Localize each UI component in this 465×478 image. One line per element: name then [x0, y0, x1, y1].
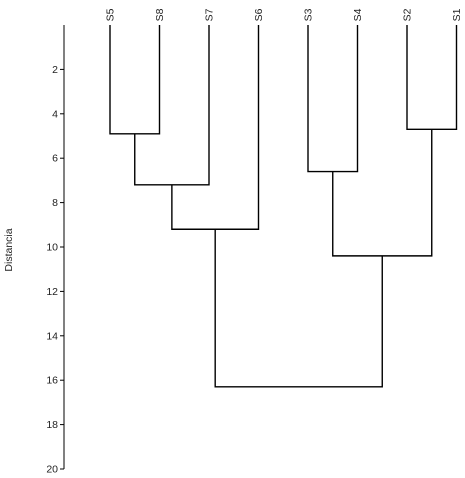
y-axis-title: Distancia [3, 228, 15, 271]
merge-link-4 [307, 25, 359, 173]
merge-link-1 [109, 25, 161, 135]
y-tick-label: 20 [46, 464, 58, 476]
leaf-label-s6: S6 [253, 8, 265, 21]
merge-link-6 [332, 129, 433, 257]
leaf-label-s7: S7 [204, 8, 216, 21]
leaf-label-s4: S4 [352, 8, 364, 21]
y-axis: 2 4 6 8 10 12 14 16 18 20 [46, 25, 65, 476]
y-tick-label: 2 [52, 64, 58, 76]
leaf-label-s3: S3 [303, 8, 315, 21]
merge-link-7 [214, 229, 383, 388]
y-tick-label: 4 [52, 108, 58, 120]
y-tick-label: 14 [46, 330, 58, 342]
y-tick-label: 6 [52, 153, 58, 165]
leaf-labels: S5 S8 S7 S6 S3 S4 S2 S1 [105, 8, 464, 21]
leaf-label-s2: S2 [402, 8, 414, 21]
leaf-label-s1: S1 [451, 8, 463, 21]
y-tick-label: 8 [52, 197, 58, 209]
leaf-label-s8: S8 [154, 8, 166, 21]
y-tick-label: 18 [46, 419, 58, 431]
dendrogram-links [109, 25, 458, 388]
y-tick-label: 12 [46, 286, 58, 298]
merge-link-2 [134, 25, 210, 186]
merge-link-5 [406, 25, 458, 131]
leaf-label-s5: S5 [105, 8, 117, 21]
merge-link-3 [171, 25, 260, 230]
y-tick-label: 10 [46, 242, 58, 254]
y-tick-label: 16 [46, 375, 58, 387]
